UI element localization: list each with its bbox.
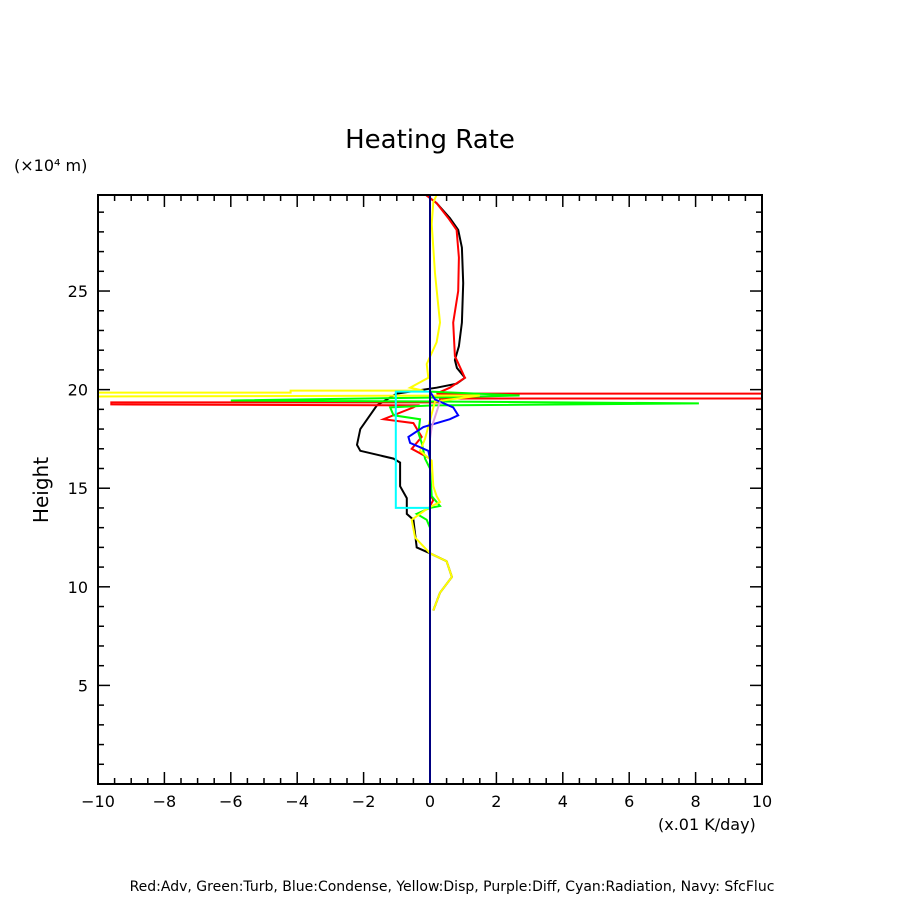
x-tick-label: 2 [491,792,501,811]
series-line-5 [429,401,441,440]
series-line-3 [97,194,480,611]
series-line-2 [230,390,699,529]
x-tick-label: 6 [624,792,634,811]
plot-frame [97,194,763,785]
x-tick-label: 0 [425,792,435,811]
legend-text: Red:Adv, Green:Turb, Blue:Condense, Yell… [130,879,775,895]
x-axis-unit: (x.01 K/day) [658,815,756,834]
y-tick-label: 5 [78,676,88,695]
x-tick-label: −4 [285,792,309,811]
x-tick-label: 10 [752,792,772,811]
y-tick-label: 25 [68,282,88,301]
x-tick-label: −10 [81,792,115,811]
x-tick-label: −8 [153,792,177,811]
y-axis-unit: (×10⁴ m) [14,156,87,175]
y-tick-label: 10 [68,578,88,597]
series-line-0 [355,194,467,611]
series-line-6 [394,390,430,509]
series-line-4 [407,391,460,459]
x-tick-label: 8 [691,792,701,811]
chart-title: Heating Rate [345,125,515,155]
y-tick-label: 20 [68,381,88,400]
x-tick-label: 4 [558,792,568,811]
y-tick-label: 15 [68,479,88,498]
y-axis-label: Height [29,457,53,523]
x-tick-label: −6 [219,792,243,811]
x-tick-label: −2 [352,792,376,811]
